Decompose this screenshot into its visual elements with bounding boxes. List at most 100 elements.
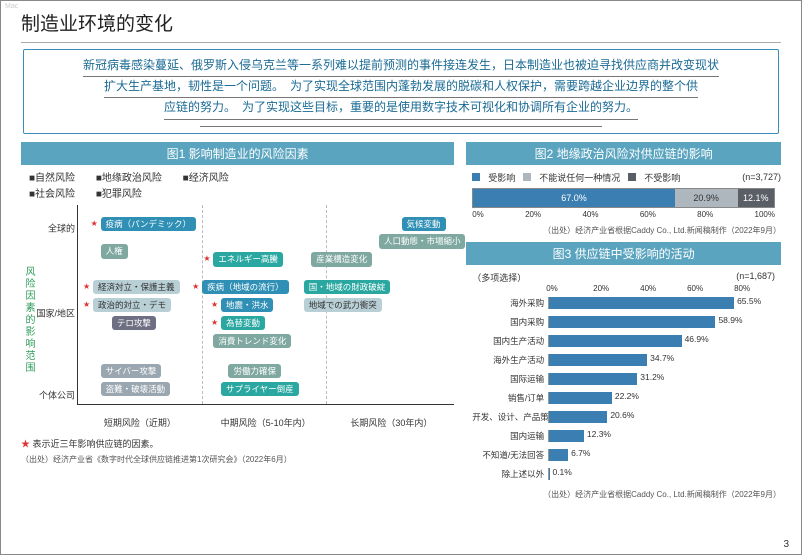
fig3-row-label: 销售/订单 (472, 392, 548, 404)
fig3-axis-tick: 20% (593, 284, 640, 293)
fig3-value: 6.7% (571, 448, 590, 458)
legend-swatch (628, 173, 636, 181)
fig3-row-label: 海外生产活动 (472, 354, 548, 366)
fig1-chip: 地震・洪水 (221, 298, 274, 312)
fig3-row-label: 国际运输 (472, 373, 548, 385)
fig1-xtick: 短期风险（近期） (77, 418, 203, 429)
slide-title: 制造业环境的变化 (1, 1, 801, 42)
fig3-value: 34.7% (650, 353, 674, 363)
fig3-barwrap: 46.9% (548, 335, 775, 347)
columns: 图1 影响制造业的风险因素 ■自然风险 ■地缘政治风险 ■经济风险 ■社会风险 … (1, 136, 801, 500)
legend-label: 受影响 (488, 171, 515, 184)
fig3-row: 除上述以外 0.1% (472, 466, 775, 482)
fig1-ytick: 全球的 (48, 221, 75, 234)
fig3-value: 22.2% (615, 391, 639, 401)
fig3-row-label: 海外采购 (472, 297, 548, 309)
fig3-value: 31.2% (640, 372, 664, 382)
fig1-xticks: 短期风险（近期） 中期风险（5-10年内） 长期风险（30年内） (77, 418, 454, 429)
fig1-chip: テロ攻撃 (112, 316, 156, 330)
fig3-row-label: 国内生产活动 (472, 335, 548, 347)
fig3-row-label: 国内采购 (472, 316, 548, 328)
fig1-cat: ■犯罪风险 (96, 189, 142, 200)
title-rule (21, 42, 781, 43)
fig3-barwrap: 31.2% (548, 373, 775, 385)
fig2-source: （出处）经济产业省根据Caddy Co., Ltd.新闻稿制作（2022年9月） (466, 221, 781, 236)
fig3-bar (549, 335, 681, 347)
fig2-bar: 67.0%20.9%12.1% (472, 188, 775, 208)
fig3-row-label: 除上述以外 (472, 468, 548, 480)
fig1-chip: 政治的対立・デモ (93, 298, 171, 312)
fig3-title: 图3 供应链中受影响的活动 (466, 242, 781, 265)
fig1-chip: 人口動態・市場縮小 (379, 234, 466, 248)
fig3-bar (549, 316, 715, 328)
fig3-bar (549, 449, 568, 461)
fig3-row: 国内生产活动 46.9% (472, 333, 775, 349)
fig1-chip: 気候変動 (402, 217, 446, 231)
fig2-n: (n=3,727) (742, 172, 781, 182)
fig3-row: 开发、设计、产品策划 20.6% (472, 409, 775, 425)
fig3-row: 国际运输 31.2% (472, 371, 775, 387)
legend-swatch (472, 173, 480, 181)
fig1-cat: ■自然风险 (29, 173, 75, 184)
fig2-axis: 0%20%40%60%80%100% (466, 210, 781, 221)
fig3-row: 不知道/无法回答6.7% (472, 447, 775, 463)
fig1-plot: 疫病（パンデミック）人権経済対立・保護主義政治的対立・デモテロ攻撃サイバー攻撃盗… (77, 205, 454, 405)
fig3-barwrap: 6.7% (548, 449, 775, 461)
fig3-row-label: 国内运输 (472, 430, 548, 442)
fig1-ytick: 国家/地区 (36, 306, 75, 319)
fig3-bar (549, 297, 734, 309)
fig3-barwrap: 58.9% (548, 316, 775, 328)
fig1-chip: サプライヤー倒産 (221, 382, 299, 396)
fig3-source: （出处）经济产业省根据Caddy Co., Ltd.新闻稿制作（2022年9月） (466, 485, 781, 500)
fig1-chip: 疾病（地域の流行） (202, 280, 289, 294)
fig3-value: 65.5% (737, 296, 761, 306)
col-left: 图1 影响制造业的风险因素 ■自然风险 ■地缘政治风险 ■经济风险 ■社会风险 … (21, 142, 454, 500)
fig1-chip: 疫病（パンデミック） (101, 217, 196, 231)
fig3-barwrap: 22.2% (548, 392, 775, 404)
fig3-rows: 海外采购 65.5% 国内采购 58.9% 国内生产活动 46.9% 海外生产活动 34.7%… (466, 295, 781, 482)
intro-box: 新冠病毒感染蔓延、俄罗斯入侵乌克兰等一系列难以提前预测的事件接连发生，日本制造业… (23, 49, 779, 134)
fig3-row: 海外采购 65.5% (472, 295, 775, 311)
legend-swatch (523, 173, 531, 181)
fig3-row: 销售/订单 22.2% (472, 390, 775, 406)
fig3-axis: 0%20%40%60%80% (466, 284, 781, 295)
fig3-bar (549, 373, 637, 385)
intro-line-1: 新冠病毒感染蔓延、俄罗斯入侵乌克兰等一系列难以提前预测的事件接连发生，日本制造业… (83, 56, 719, 77)
fig2-legend: 受影响 不能说任何一种情况 不受影响 (n=3,727) (466, 169, 781, 186)
fig3-barwrap: 12.3% (548, 430, 775, 442)
fig3-value: 58.9% (718, 315, 742, 325)
fig1-cat: ■地缘政治风险 (96, 173, 162, 184)
fig1-chip: サイバー攻撃 (101, 364, 162, 378)
fig3-axis-tick: 80% (734, 284, 781, 293)
fig3-bar (549, 392, 612, 404)
fig1-yticks: 全球的 国家/地区 个体公司 (35, 205, 77, 435)
fig1-star-note: ★ 表示近三年影响供应链的因素。 (21, 435, 454, 450)
fig3-barwrap: 65.5% (548, 297, 775, 309)
fig1-chip: 経済対立・保護主義 (93, 280, 180, 294)
fig1-chip: 地域での武力衝突 (304, 298, 382, 312)
fig1-categories: ■自然风险 ■地缘政治风险 ■经济风险 ■社会风险 ■犯罪风险 (21, 169, 454, 205)
fig1-chip: 労働力確保 (228, 364, 281, 378)
fig2-axis-tick: 20% (525, 210, 541, 219)
fig3-value: 46.9% (685, 334, 709, 344)
legend-label: 不受影响 (644, 171, 680, 184)
fig3-barwrap: 0.1% (548, 468, 775, 480)
intro-line-3: 应链的努力。 为了实现这些目标，重要的是使用数字技术可视化和协调所有企业的努力。 (164, 98, 638, 119)
fig1-xtick: 长期风险（30年内） (328, 418, 454, 429)
fig3-value: 0.1% (552, 467, 571, 477)
page-number: 3 (783, 539, 789, 550)
fig2-axis-tick: 40% (582, 210, 598, 219)
legend-label: 不能说任何一种情况 (539, 171, 620, 184)
fig2-segment: 67.0% (473, 189, 675, 207)
fig3-bar (549, 430, 584, 442)
fig3-row-label: 开发、设计、产品策划 (472, 411, 548, 423)
fig3-axis-tick: 60% (687, 284, 734, 293)
fig3-value: 20.6% (610, 410, 634, 420)
fig3-barwrap: 34.7% (548, 354, 775, 366)
fig1-chip: 盗難・破壊活動 (101, 382, 171, 396)
fig3-row: 海外生产活动 34.7% (472, 352, 775, 368)
fig2-axis-tick: 0% (472, 210, 484, 219)
fig3-bar (549, 411, 607, 423)
fig3-row: 国内采购 58.9% (472, 314, 775, 330)
fig3-row: 国内运输12.3% (472, 428, 775, 444)
